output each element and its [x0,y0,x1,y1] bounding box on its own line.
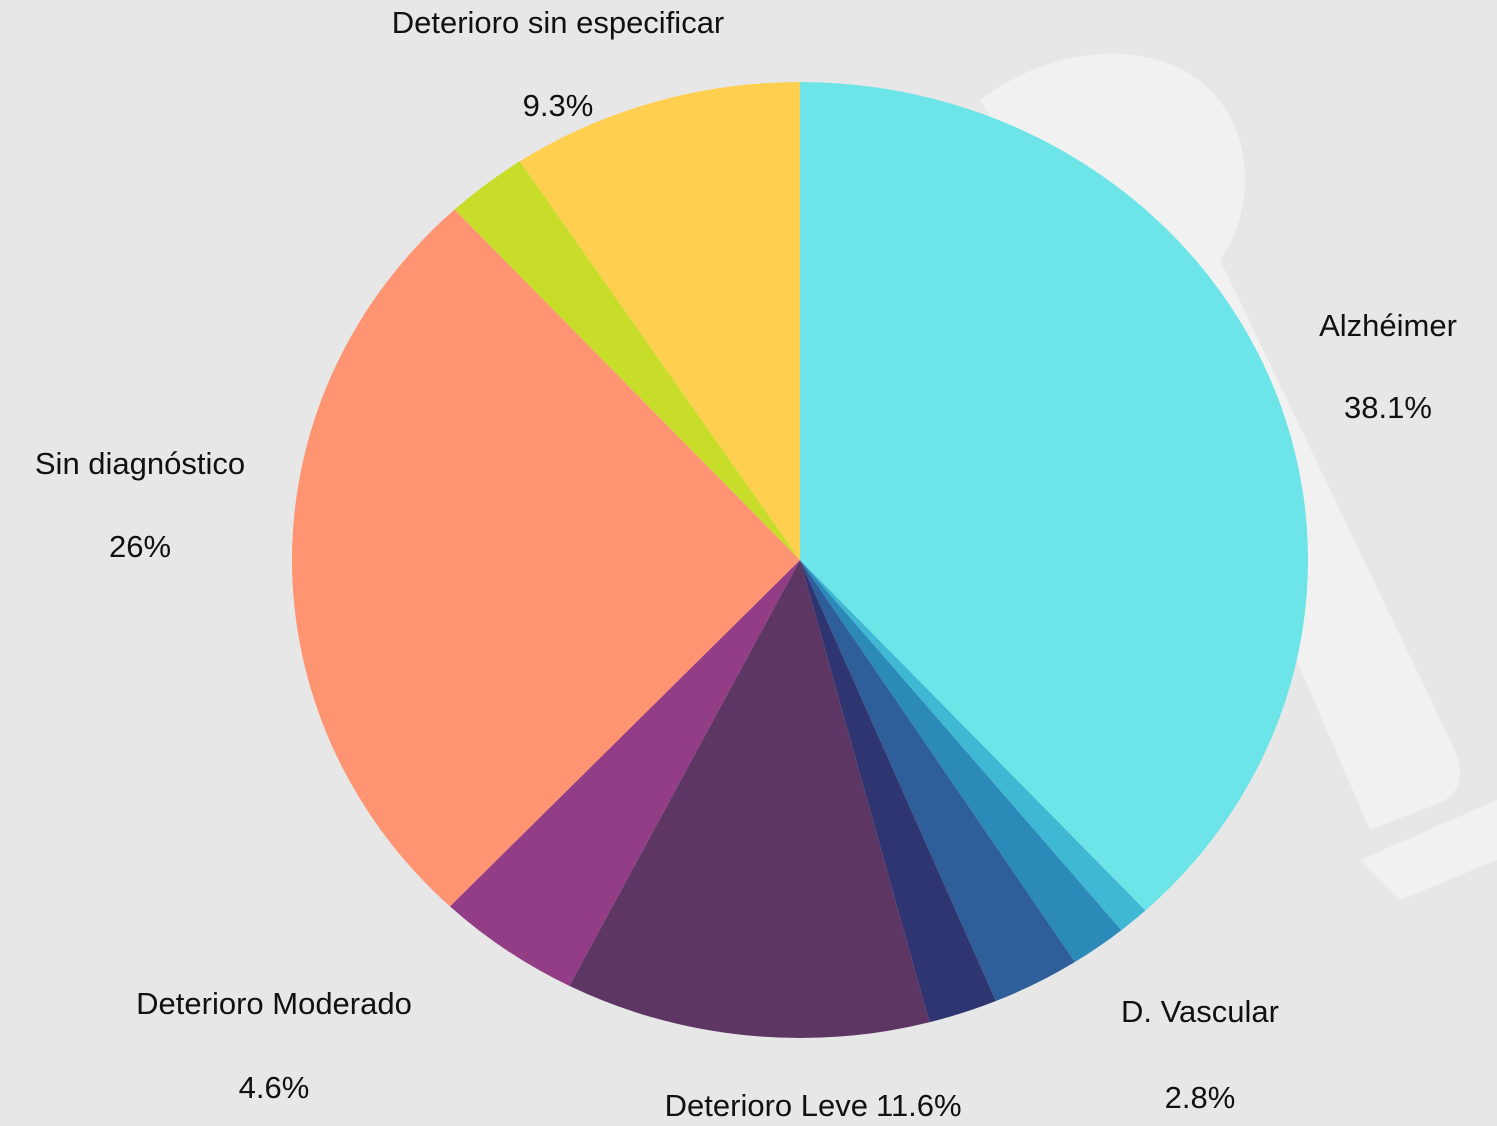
value-label: 26% [109,529,171,564]
pie-slice [800,560,1146,931]
slice-label: Alzhéimer [1319,308,1457,343]
pie-slice [800,560,996,1023]
value-label: 11.6% [876,1088,962,1123]
slice-label: D. Vascular [1121,994,1279,1029]
slice-label: Deterioro Leve [665,1088,868,1123]
pie-slice [800,82,1308,911]
slice-label: Deterioro sin especificar [392,5,725,40]
slice-label: Sin diagnóstico [35,446,245,481]
pie-slice [449,560,800,986]
value-label: 9.3% [523,88,594,123]
value-label: 2.8% [1165,1080,1236,1115]
slice-label: Deterioro Moderado [136,986,412,1021]
value-label: 38.1% [1344,390,1432,425]
pie-slice [291,209,800,907]
pie-slice [800,560,1075,1002]
pie-slice [454,161,800,561]
pie-slice [519,82,800,560]
pie [291,82,1308,1038]
pie-slice [569,560,930,1038]
value-label: 4.6% [239,1070,310,1105]
pie-slice [800,560,1122,962]
